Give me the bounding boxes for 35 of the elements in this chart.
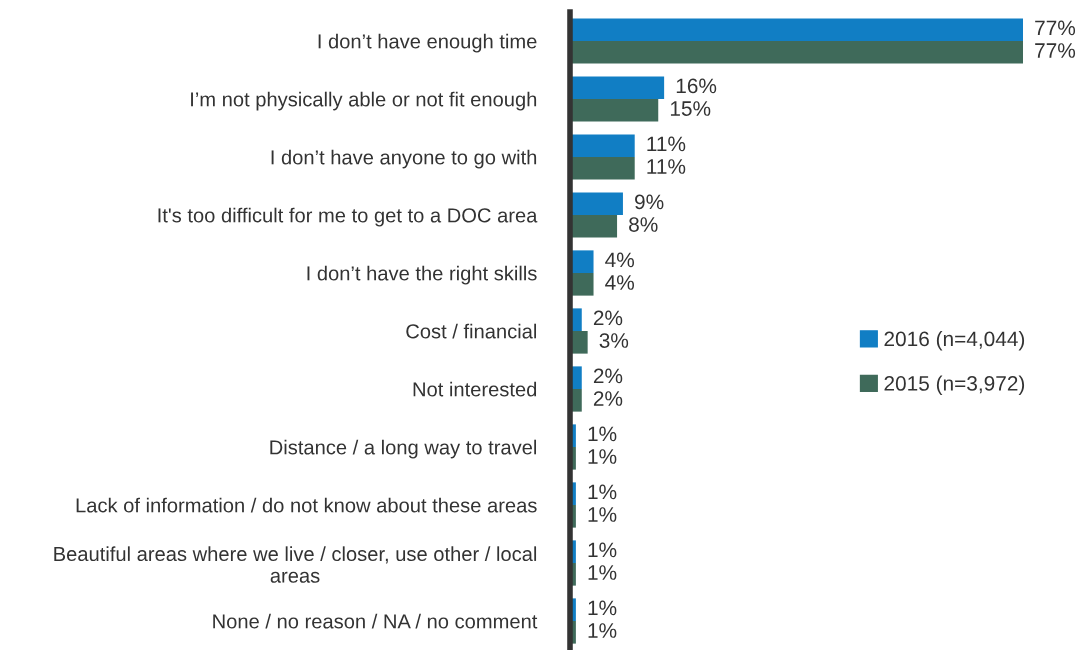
- data-label: 4%: [605, 252, 635, 268]
- data-label: 1%: [588, 484, 617, 500]
- y-tick-label: Distance / a long way to travel: [270, 439, 537, 459]
- y-tick-label: Cost / financial: [406, 323, 537, 339]
- legend-label: 2015 (n=3,972): [884, 375, 1025, 395]
- data-label: 1%: [588, 623, 617, 638]
- y-tick-label: It's too difficult for me to get to a DOC area: [158, 207, 538, 227]
- y-tick-label: I’m not physically able or not fit enough: [191, 91, 537, 111]
- y-tick-label: None / no reason / NA / no comment: [213, 613, 538, 629]
- y-tick-label: Beautiful areas where we live / closer, use other / local areas: [54, 546, 537, 583]
- data-label: 1%: [588, 426, 617, 442]
- y-tick-label: Not interested: [413, 381, 537, 397]
- y-tick-label: I don’t have anyone to go with: [271, 149, 537, 169]
- data-label: 3%: [599, 333, 629, 348]
- data-label: 15%: [670, 101, 711, 116]
- data-label: 77%: [1035, 43, 1076, 58]
- data-label: 8%: [629, 217, 658, 232]
- data-label: 1%: [588, 507, 617, 522]
- data-label: 16%: [676, 78, 717, 94]
- legend-label: 2016 (n=4,044): [884, 330, 1025, 351]
- data-label: 2%: [593, 368, 623, 384]
- y-tick-label: I don’t have the right skills: [307, 265, 537, 285]
- data-label: 4%: [605, 275, 635, 290]
- data-label: 9%: [635, 194, 664, 210]
- data-label: 2%: [593, 310, 623, 326]
- y-tick-label: Lack of information / do not know about these areas: [76, 497, 537, 513]
- data-label: 11%: [647, 159, 686, 174]
- y-tick-label: I don’t have enough time: [318, 33, 537, 53]
- data-label: 11%: [647, 136, 686, 152]
- data-label: 1%: [588, 600, 617, 616]
- data-label: 77%: [1035, 20, 1076, 36]
- data-label: 1%: [588, 565, 617, 580]
- data-label: 1%: [588, 449, 617, 464]
- data-label: 2%: [593, 391, 623, 406]
- data-label: 1%: [588, 542, 617, 558]
